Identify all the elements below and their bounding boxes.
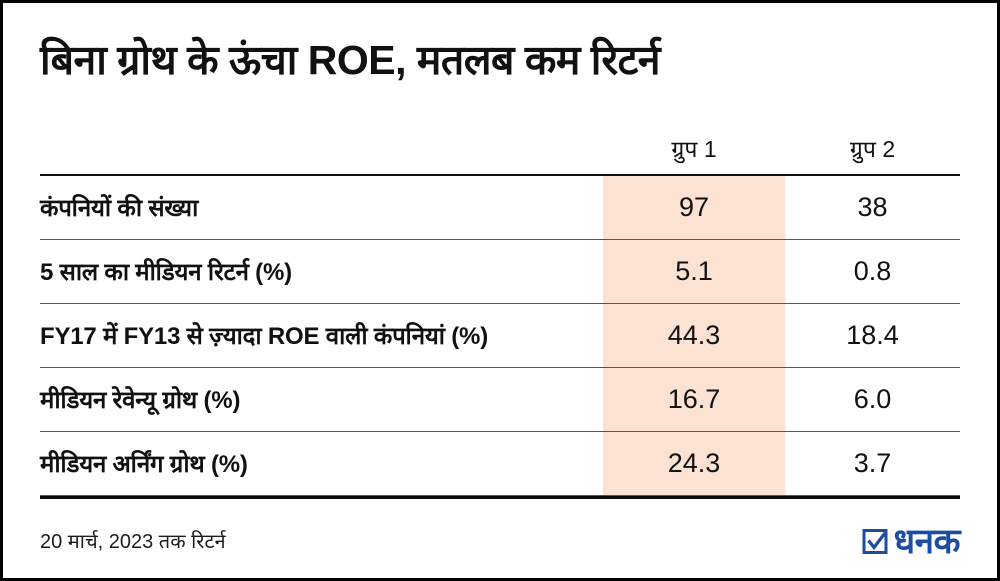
header-spacer-cell [40,122,603,174]
row-value-group1: 24.3 [603,432,785,496]
row-value-group1: 5.1 [603,240,785,304]
table-row: 5 साल का मीडियन रिटर्न (%) 5.1 0.8 [40,240,960,305]
checkbox-check-icon [862,527,890,555]
page-title: बिना ग्रोथ के ऊंचा ROE, मतलब कम रिटर्न [40,37,661,83]
row-value-group2: 6.0 [853,384,892,415]
row-value-group1: 16.7 [603,368,785,432]
logo-wordmark: धनक [893,522,961,562]
data-table: ग्रुप 1 ग्रुप 2 कंपनियों की संख्या 97 38… [40,122,960,500]
row-value-group2: 3.7 [853,448,892,479]
footnote: 20 मार्च, 2023 तक रिटर्न [40,531,226,554]
column-header-group1: ग्रुप 1 [671,136,717,163]
row-label: कंपनियों की संख्या [40,195,199,223]
table-row: मीडियन अर्निंग ग्रोथ (%) 24.3 3.7 [40,432,960,497]
row-label: मीडियन अर्निंग ग्रोथ (%) [40,451,248,479]
row-value-group1: 97 [603,176,785,240]
row-label: मीडियन रेवेन्यू ग्रोथ (%) [40,387,241,415]
row-value-group1: 44.3 [603,304,785,368]
table-row: मीडियन रेवेन्यू ग्रोथ (%) 16.7 6.0 [40,368,960,433]
row-value-group2: 18.4 [846,320,899,351]
footer: 20 मार्च, 2023 तक रिटर्न धनक [40,517,961,564]
row-value-group2: 0.8 [853,256,892,287]
table-header-row: ग्रुप 1 ग्रुप 2 [40,122,960,177]
table-row: FY17 में FY13 से ज़्यादा ROE वाली कंपनिय… [40,304,960,369]
column-header-group2: ग्रुप 2 [849,136,896,163]
row-label: 5 साल का मीडियन रिटर्न (%) [40,259,292,287]
row-value-group2: 38 [857,192,888,223]
row-label: FY17 में FY13 से ज़्यादा ROE वाली कंपनिय… [40,323,488,351]
table-row: कंपनियों की संख्या 97 38 [40,176,960,241]
dhanak-logo: धनक [862,517,961,564]
